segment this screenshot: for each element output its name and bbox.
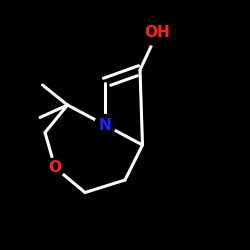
Text: OH: OH — [144, 25, 171, 40]
Circle shape — [94, 114, 116, 136]
Circle shape — [46, 158, 64, 177]
Text: O: O — [48, 160, 62, 175]
Circle shape — [144, 19, 171, 46]
Text: N: N — [98, 118, 112, 132]
